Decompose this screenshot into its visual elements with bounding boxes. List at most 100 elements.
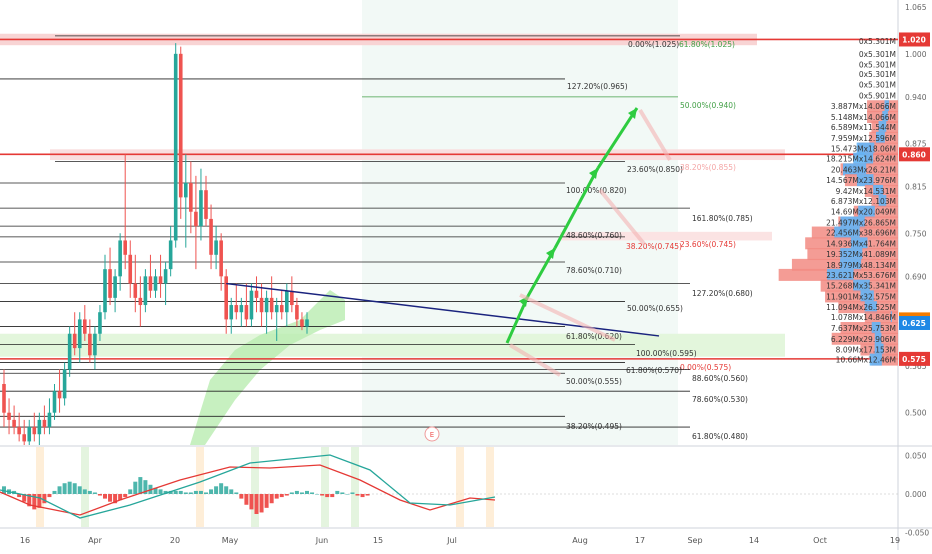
histogram-bar — [98, 494, 102, 496]
price-tick: 0.750 — [905, 229, 927, 238]
price-highlight-label: 0.625 — [902, 319, 926, 328]
signal-band — [351, 447, 359, 527]
candle-body — [108, 269, 112, 298]
histogram-bar — [310, 492, 314, 494]
profile-label: 15.268Mx35.341M — [826, 282, 896, 291]
histogram-bar — [47, 494, 51, 497]
candle-body — [275, 305, 279, 312]
histogram-bar — [280, 494, 284, 497]
profile-label: 11.094Mx26.525M — [826, 303, 896, 312]
fib-label: 50.00%(0.940) — [680, 101, 736, 110]
profile-label: 8.09Mx17.153M — [836, 346, 896, 355]
histogram-bar — [275, 494, 279, 499]
histogram-bar — [189, 492, 193, 494]
candle-body — [27, 427, 31, 441]
date-tick: 16 — [20, 536, 30, 545]
osc-tick: -0.050 — [905, 528, 929, 537]
date-tick: Aug — [572, 536, 588, 545]
candle-body — [204, 190, 208, 219]
candle-body — [265, 298, 269, 312]
histogram-bar — [340, 492, 344, 494]
candle-body — [22, 434, 26, 441]
date-tick: May — [222, 536, 239, 545]
histogram-bar — [300, 492, 304, 494]
histogram-bar — [174, 491, 178, 494]
price-tick: 0.500 — [905, 409, 927, 418]
histogram-bar — [179, 491, 183, 494]
histogram-bar — [194, 491, 198, 494]
profile-label: 10.66Mx12.46M — [836, 356, 896, 365]
fib-label: 78.60%(0.710) — [566, 266, 622, 275]
signal-band — [321, 447, 329, 527]
candle-body — [17, 427, 21, 434]
fib-label: 161.80%(0.785) — [692, 214, 753, 223]
histogram-bar — [42, 494, 46, 503]
candle-body — [123, 240, 127, 254]
candle-body — [285, 291, 289, 313]
candle-body — [93, 334, 97, 356]
fib-label: 50.00%(0.555) — [566, 377, 622, 386]
histogram-bar — [295, 491, 299, 494]
profile-label: 14.936Mx41.764M — [826, 239, 896, 248]
histogram-bar — [356, 494, 360, 496]
candle-body — [149, 276, 153, 290]
candle-body — [270, 298, 274, 312]
profile-label: 19.352Mx41.089M — [826, 250, 896, 259]
candle-body — [134, 284, 138, 298]
candle-body — [194, 212, 198, 226]
candle-body — [98, 312, 102, 334]
candle-body — [83, 319, 87, 333]
histogram-bar — [224, 486, 228, 494]
profile-label: 0x5.301M — [859, 61, 896, 70]
profile-label: 7.959Mx12.596M — [831, 134, 896, 143]
signal-band — [81, 447, 89, 527]
profile-label: 21.497Mx26.865M — [826, 219, 896, 228]
fib-label: 100.00%(0.820) — [566, 186, 627, 195]
fib-label: 127.20%(0.965) — [567, 82, 628, 91]
candle-body — [154, 276, 158, 290]
histogram-bar — [229, 489, 233, 494]
histogram-bar — [128, 489, 132, 494]
candle-body — [280, 305, 284, 312]
candle-body — [295, 305, 299, 319]
candle-body — [229, 305, 233, 319]
date-tick: Sep — [687, 536, 702, 545]
candle-body — [33, 427, 37, 434]
candle-body — [43, 420, 47, 427]
candle-body — [38, 420, 42, 434]
date-tick: 20 — [170, 536, 180, 545]
osc-tick: 0.050 — [905, 452, 927, 461]
signal-band — [36, 447, 44, 527]
candle-body — [290, 291, 294, 305]
histogram-bar — [255, 494, 259, 514]
histogram-bar — [108, 494, 112, 502]
date-tick: Jul — [446, 536, 457, 545]
histogram-bar — [244, 494, 248, 505]
signal-band — [251, 447, 259, 527]
profile-label: 11.901Mx32.575M — [826, 292, 896, 301]
candle-body — [139, 298, 143, 305]
profile-label: 3.887Mx14.066M — [831, 102, 896, 111]
histogram-bar — [270, 494, 274, 503]
histogram-bar — [249, 494, 253, 509]
histogram-bar — [350, 492, 354, 494]
histogram-bar — [88, 491, 92, 494]
candle-body — [113, 276, 117, 298]
candle-body — [159, 276, 163, 283]
histogram-bar — [290, 492, 294, 494]
price-tick: 0.940 — [905, 93, 927, 102]
candle-body — [214, 240, 218, 254]
histogram-bar — [320, 494, 324, 496]
candle-body — [144, 276, 148, 305]
histogram-bar — [159, 489, 163, 494]
histogram-bar — [330, 494, 334, 497]
histogram-bar — [305, 491, 309, 494]
histogram-bar — [285, 494, 289, 496]
candle-body — [240, 305, 244, 312]
candle-body — [164, 269, 168, 283]
histogram-bar — [78, 486, 82, 494]
candle-body — [189, 183, 193, 212]
candle-body — [88, 334, 92, 356]
